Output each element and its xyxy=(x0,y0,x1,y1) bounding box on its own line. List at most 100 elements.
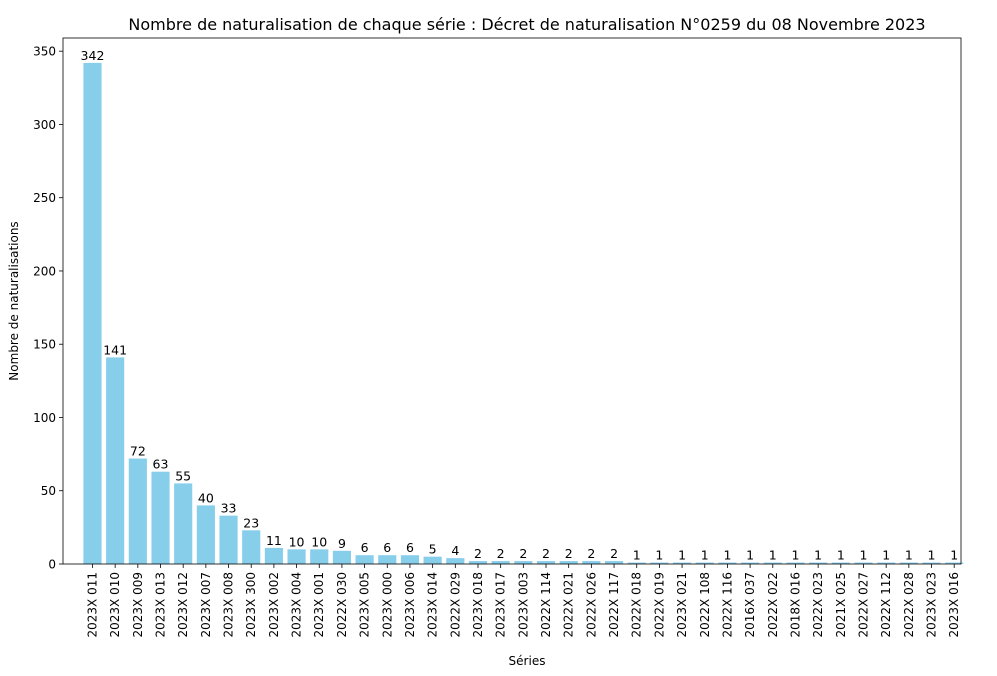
bar-value-label: 2 xyxy=(497,546,505,561)
bar xyxy=(242,530,261,564)
x-tick-label: 2022X 027 xyxy=(856,572,870,637)
bar-value-label: 1 xyxy=(791,548,799,563)
bar-value-label: 2 xyxy=(474,546,482,561)
bar xyxy=(106,357,125,564)
bar-value-label: 1 xyxy=(837,548,845,563)
bar-value-label: 2 xyxy=(587,546,595,561)
x-tick-label: 2022X 117 xyxy=(607,572,621,637)
x-tick-label: 2023X 007 xyxy=(199,572,213,637)
bar-value-label: 33 xyxy=(221,501,237,516)
bar-value-label: 1 xyxy=(746,548,754,563)
bar xyxy=(196,505,215,564)
x-tick-label: 2023X 018 xyxy=(471,572,485,637)
bar xyxy=(491,561,510,564)
x-tick-label: 2016X 037 xyxy=(743,572,757,637)
x-tick-label: 2023X 013 xyxy=(154,572,168,637)
bar xyxy=(310,549,329,564)
y-tick-label: 0 xyxy=(48,558,56,572)
bar-value-label: 2 xyxy=(565,546,573,561)
bar-value-label: 1 xyxy=(882,548,890,563)
bar-value-label: 10 xyxy=(289,534,305,549)
x-tick-label: 2023X 010 xyxy=(108,572,122,637)
bar xyxy=(650,562,669,564)
x-tick-label: 2023X 014 xyxy=(426,572,440,637)
bar xyxy=(582,561,601,564)
bar-value-label: 55 xyxy=(175,468,191,483)
bar xyxy=(809,562,828,564)
bar-value-label: 6 xyxy=(361,540,369,555)
x-tick-label: 2022X 116 xyxy=(720,572,734,637)
bar-value-label: 141 xyxy=(103,342,127,357)
x-tick-label: 2023X 005 xyxy=(358,572,372,637)
bar xyxy=(718,562,737,564)
bar xyxy=(468,561,488,564)
bar-value-label: 1 xyxy=(905,548,913,563)
bar xyxy=(899,562,918,564)
x-tick-label: 2023X 009 xyxy=(131,572,145,637)
x-tick-label: 2022X 112 xyxy=(879,572,893,637)
y-tick-label: 100 xyxy=(33,411,56,425)
y-tick-label: 300 xyxy=(33,118,56,132)
bar-value-label: 40 xyxy=(198,490,214,505)
bar-value-label: 10 xyxy=(311,534,327,549)
bar xyxy=(536,561,556,564)
x-tick-label: 2023X 021 xyxy=(675,572,689,637)
bar xyxy=(128,458,147,564)
x-tick-label: 2022X 028 xyxy=(902,572,916,637)
bar-value-label: 1 xyxy=(655,548,663,563)
bar xyxy=(514,561,533,564)
bar xyxy=(877,562,896,564)
bar-value-label: 5 xyxy=(429,542,437,557)
bar xyxy=(264,547,283,564)
chart-title: Nombre de naturalisation de chaque série… xyxy=(128,15,925,34)
bar xyxy=(786,562,805,564)
bar-value-label: 9 xyxy=(338,536,346,551)
x-tick-label: 2022X 026 xyxy=(584,572,598,637)
bar xyxy=(854,562,873,564)
x-tick-label: 2023X 001 xyxy=(312,572,326,637)
bar xyxy=(945,562,964,564)
bar xyxy=(332,550,351,564)
bar-value-label: 4 xyxy=(451,543,459,558)
bar-value-label: 2 xyxy=(610,546,618,561)
bar-value-label: 1 xyxy=(814,548,822,563)
bar xyxy=(151,471,170,564)
y-tick-label: 350 xyxy=(33,45,56,59)
bar-value-label: 23 xyxy=(243,515,259,530)
bar-value-label: 6 xyxy=(406,540,414,555)
x-tick-label: 2022X 019 xyxy=(652,572,666,637)
bar-value-label: 1 xyxy=(701,548,709,563)
y-axis-label: Nombre de naturalisations xyxy=(7,221,21,380)
plot-frame xyxy=(62,37,962,565)
x-tick-label: 2022X 114 xyxy=(539,572,553,637)
y-tick-label: 50 xyxy=(41,484,56,498)
x-tick-label: 2018X 016 xyxy=(788,572,802,637)
bar-value-label: 11 xyxy=(266,533,282,548)
x-tick-label: 2022X 108 xyxy=(698,572,712,637)
bar xyxy=(627,562,646,564)
bar xyxy=(83,62,102,564)
x-tick-label: 2023X 011 xyxy=(85,572,99,637)
x-tick-label: 2021X 025 xyxy=(834,572,848,637)
y-tick-label: 200 xyxy=(33,264,56,278)
x-tick-label: 2023X 004 xyxy=(290,572,304,637)
bar-value-label: 6 xyxy=(383,540,391,555)
x-tick-label: 2023X 016 xyxy=(947,572,961,637)
bar-value-label: 1 xyxy=(860,548,868,563)
bar xyxy=(219,515,238,564)
bar-value-label: 1 xyxy=(723,548,731,563)
x-tick-label: 2023X 300 xyxy=(244,572,258,637)
bar-value-label: 72 xyxy=(130,444,146,459)
bar xyxy=(423,556,442,564)
bar xyxy=(922,562,941,564)
x-tick-label: 2023X 002 xyxy=(267,572,281,637)
bar-value-label: 1 xyxy=(928,548,936,563)
x-tick-label: 2023X 003 xyxy=(516,572,530,637)
bar xyxy=(174,483,193,564)
x-tick-label: 2022X 022 xyxy=(766,572,780,637)
x-tick-label: 2022X 018 xyxy=(630,572,644,637)
x-tick-label: 2023X 023 xyxy=(925,572,939,637)
bar-value-label: 2 xyxy=(519,546,527,561)
bar-value-label: 1 xyxy=(950,548,958,563)
